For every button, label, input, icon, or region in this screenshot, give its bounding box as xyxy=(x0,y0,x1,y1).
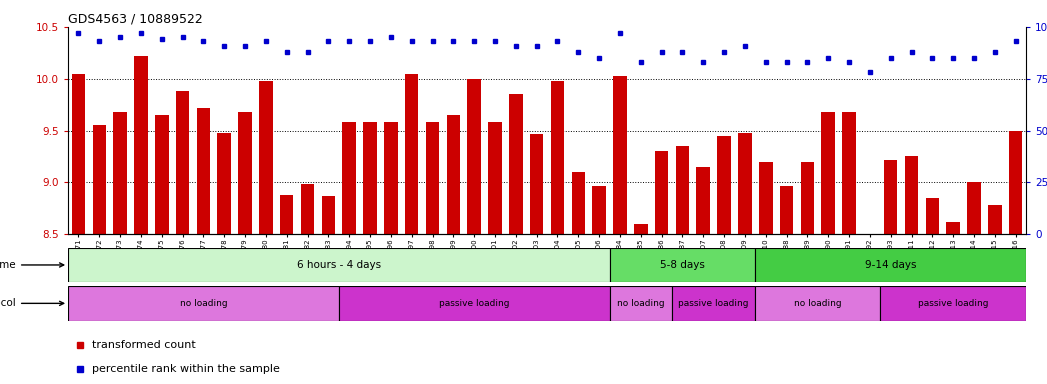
Bar xyxy=(384,122,398,234)
Bar xyxy=(759,162,773,234)
Text: passive loading: passive loading xyxy=(918,299,988,308)
Bar xyxy=(113,112,127,234)
Text: GDS4563 / 10889522: GDS4563 / 10889522 xyxy=(68,13,203,26)
Text: no loading: no loading xyxy=(180,299,227,308)
Text: 9-14 days: 9-14 days xyxy=(865,260,916,270)
Bar xyxy=(218,132,231,234)
Bar xyxy=(551,81,564,234)
Bar xyxy=(509,94,522,234)
Bar xyxy=(280,195,293,234)
Bar xyxy=(342,122,356,234)
Bar xyxy=(884,160,897,234)
Bar xyxy=(405,73,419,234)
Bar xyxy=(239,112,252,234)
Bar xyxy=(134,56,148,234)
Text: passive loading: passive loading xyxy=(678,299,749,308)
Bar xyxy=(71,73,85,234)
Text: transformed count: transformed count xyxy=(92,340,196,350)
Bar xyxy=(967,182,981,234)
Bar xyxy=(260,81,272,234)
Bar xyxy=(634,224,647,234)
Bar xyxy=(614,76,627,234)
Bar xyxy=(339,286,609,321)
Bar xyxy=(609,286,672,321)
Bar xyxy=(822,112,834,234)
Bar xyxy=(988,205,1002,234)
Bar xyxy=(755,286,881,321)
Bar xyxy=(68,286,339,321)
Bar xyxy=(755,248,1026,282)
Text: 6 hours - 4 days: 6 hours - 4 days xyxy=(296,260,381,270)
Bar xyxy=(696,167,710,234)
Bar xyxy=(905,157,918,234)
Bar xyxy=(92,125,106,234)
Bar xyxy=(447,115,460,234)
Bar xyxy=(738,132,752,234)
Bar xyxy=(426,122,440,234)
Bar xyxy=(675,146,689,234)
Bar xyxy=(926,198,939,234)
Bar xyxy=(609,248,755,282)
Bar xyxy=(321,196,335,234)
Bar xyxy=(1009,131,1023,234)
Bar xyxy=(654,151,668,234)
Text: percentile rank within the sample: percentile rank within the sample xyxy=(92,364,280,374)
Bar xyxy=(68,248,609,282)
Bar xyxy=(842,112,855,234)
Bar xyxy=(572,172,585,234)
Text: 5-8 days: 5-8 days xyxy=(660,260,705,270)
Bar xyxy=(780,185,794,234)
Bar xyxy=(593,185,606,234)
Bar xyxy=(363,122,377,234)
Text: protocol: protocol xyxy=(0,298,64,308)
Bar xyxy=(488,122,502,234)
Bar xyxy=(717,136,731,234)
Text: passive loading: passive loading xyxy=(439,299,510,308)
Bar xyxy=(530,134,543,234)
Bar xyxy=(176,91,190,234)
Bar xyxy=(946,222,960,234)
Text: no loading: no loading xyxy=(617,299,665,308)
Text: no loading: no loading xyxy=(794,299,842,308)
Bar xyxy=(672,286,755,321)
Bar xyxy=(801,162,815,234)
Bar xyxy=(197,108,210,234)
Bar xyxy=(881,286,1026,321)
Bar xyxy=(300,184,314,234)
Bar xyxy=(467,79,481,234)
Text: time: time xyxy=(0,260,64,270)
Bar xyxy=(155,115,169,234)
